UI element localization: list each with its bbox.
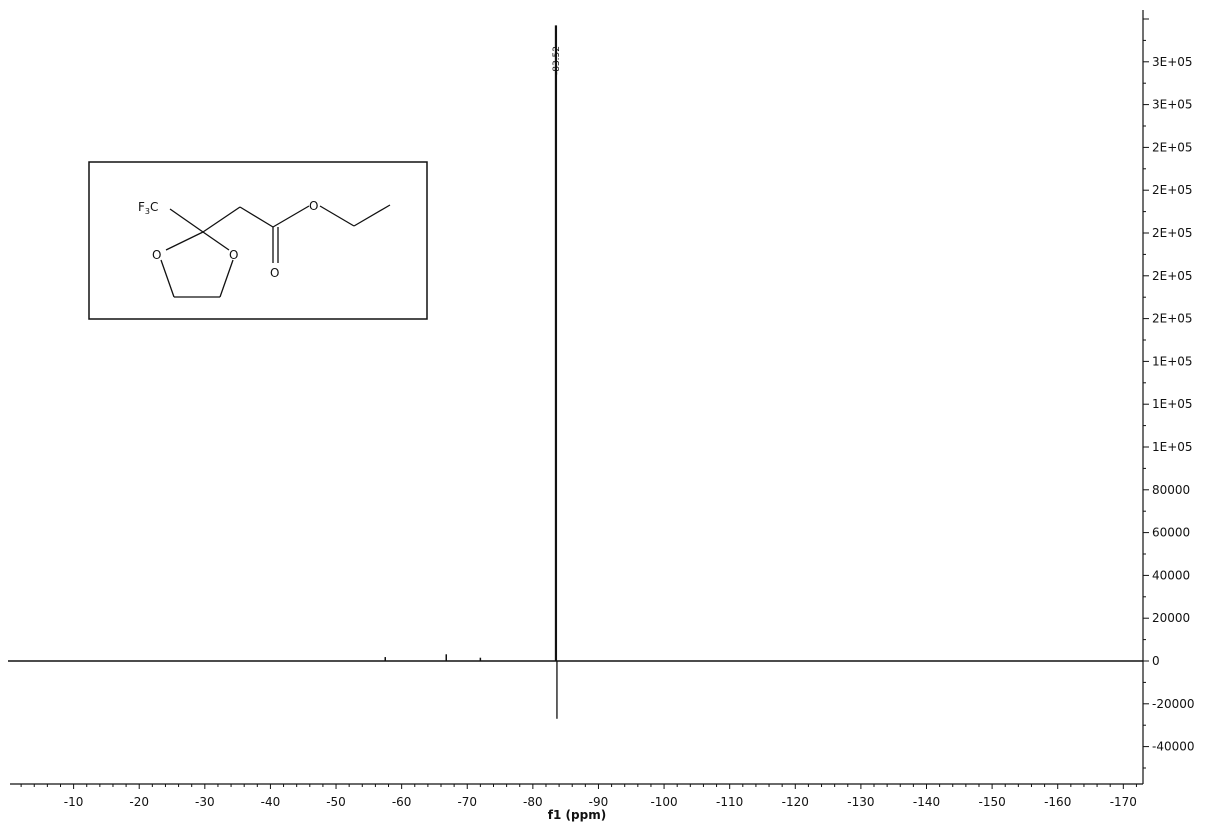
x-tick-label: -20 [129, 795, 149, 809]
cf3-label-subscript: 3 [145, 207, 150, 216]
x-axis-title: f1 (ppm) [548, 808, 606, 822]
y-tick-label: 3E+05 [1152, 55, 1193, 69]
x-tick-label: -90 [589, 795, 609, 809]
ester-oxygen: O [309, 199, 318, 213]
x-tick-label: -130 [847, 795, 874, 809]
y-tick-label: -20000 [1152, 697, 1195, 711]
ring-oxygen-right: O [229, 248, 238, 262]
y-tick-label: -40000 [1152, 740, 1195, 754]
x-tick-label: -60 [392, 795, 412, 809]
x-tick-label: -70 [457, 795, 477, 809]
x-tick-label: -170 [1110, 795, 1137, 809]
ring-oxygen-left: O [152, 248, 161, 262]
y-tick-label: 1E+05 [1152, 440, 1193, 454]
x-axis: -10 -20 -30 -40 -50 -60 -70 -80 -90 -100 -110 -120 -… [10, 783, 1143, 809]
y-tick-label: 2E+05 [1152, 183, 1193, 197]
x-tick-label: -80 [523, 795, 543, 809]
y-tick-label: 40000 [1152, 568, 1190, 582]
x-tick-label: -100 [650, 795, 677, 809]
y-tick-label: 2E+05 [1152, 140, 1193, 154]
cf3-label-f: F [138, 200, 145, 214]
y-tick-label: 2E+05 [1152, 312, 1193, 326]
y-tick-label: 3E+05 [1152, 98, 1193, 112]
x-tick-label: -160 [1044, 795, 1071, 809]
x-tick-label: -120 [782, 795, 809, 809]
cf3-label: F3C [138, 200, 158, 216]
cf3-label-c: C [150, 200, 158, 214]
y-tick-label: 2E+05 [1152, 226, 1193, 240]
x-tick-label: -50 [326, 795, 346, 809]
structure-inset: F3C O O O O [88, 161, 428, 320]
structure-bonds [160, 204, 391, 298]
x-tick-label: -110 [716, 795, 743, 809]
x-tick-label: -140 [913, 795, 940, 809]
y-tick-label: 0 [1152, 654, 1160, 668]
x-tick-label: -150 [978, 795, 1005, 809]
structure-frame [88, 161, 428, 320]
x-tick-label: -40 [261, 795, 281, 809]
peak-labels: -83.52 [552, 46, 562, 75]
carbonyl-oxygen: O [270, 266, 279, 280]
y-tick-label: 80000 [1152, 483, 1190, 497]
y-tick-label: 20000 [1152, 611, 1190, 625]
y-tick-label: 1E+05 [1152, 354, 1193, 368]
y-axis: -40000 -20000 0 20000 40000 60000 80000 1E+05 1E… [1142, 10, 1195, 784]
peak-label: -83.52 [552, 46, 562, 75]
x-tick-label: -30 [195, 795, 215, 809]
y-tick-label: 2E+05 [1152, 269, 1193, 283]
y-tick-label: 60000 [1152, 526, 1190, 540]
x-tick-label: -10 [64, 795, 84, 809]
spectrum-layer [8, 25, 1143, 719]
y-tick-label: 1E+05 [1152, 397, 1193, 411]
